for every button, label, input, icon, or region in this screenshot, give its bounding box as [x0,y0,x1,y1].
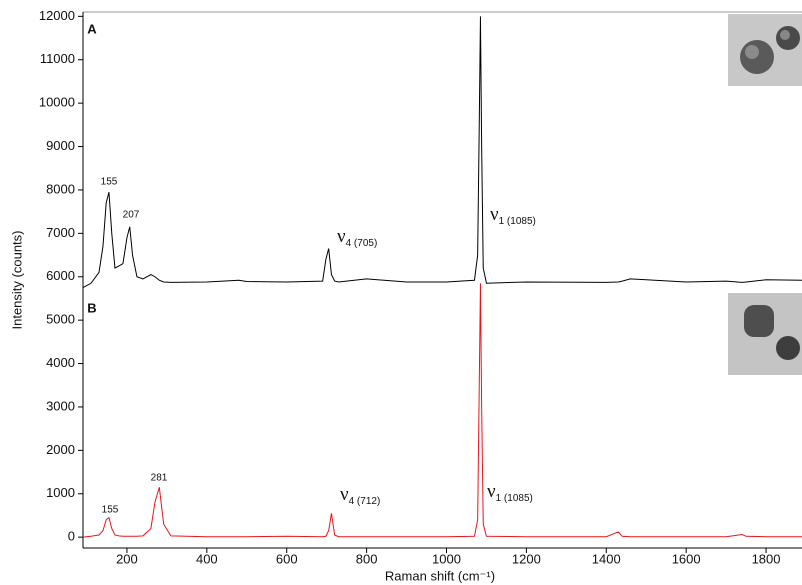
mode-label: ν4 (705) [337,226,377,248]
mode-label: ν1 (1085) [487,481,533,503]
mode-subscript: 1 (1085) [499,216,536,227]
mode-symbol: ν [340,484,349,505]
x-tick-label: 600 [276,551,298,566]
y-tick-label: 12000 [39,8,75,23]
y-tick-label: 3000 [46,398,75,413]
y-tick-label: 5000 [46,312,75,327]
x-tick-label: 1400 [592,551,621,566]
mode-symbol: ν [337,226,346,247]
y-tick-label: 9000 [46,138,75,153]
x-tick-label: 200 [116,551,138,566]
x-tick-label: 400 [196,551,218,566]
y-tick-label: 6000 [46,268,75,283]
peak-label: 281 [151,473,168,484]
mode-symbol: ν [487,481,496,502]
peak-label: 155 [101,177,118,188]
mode-subscript: 4 (705) [346,238,378,249]
x-tick-label: 1600 [672,551,701,566]
mode-label: ν1 (1085) [490,204,536,226]
y-tick-label: 8000 [46,181,75,196]
mode-subscript: 1 (1085) [496,493,533,504]
x-tick-label: 800 [356,551,378,566]
panel-label: A [87,21,97,36]
y-tick-label: 11000 [40,51,75,66]
y-tick-label: 1000 [46,485,75,500]
x-tick-label: 1000 [432,551,461,566]
inset-image-a [728,14,802,86]
y-tick-label: 0 [68,529,75,544]
x-tick-label: 1200 [512,551,541,566]
y-tick-label: 2000 [46,442,75,457]
y-tick-label: 10000 [39,95,75,110]
panel-label: B [87,300,96,315]
peak-label: 207 [123,210,140,221]
inset-image-b [728,293,802,375]
spectrum-line [82,16,802,289]
y-axis-label: Intensity (counts) [9,231,24,330]
mode-label: ν4 (712) [340,484,380,506]
x-tick-label: 1800 [752,551,781,566]
y-tick-label: 4000 [46,355,75,370]
y-tick-label: 7000 [46,225,75,240]
mode-subscript: 4 (712) [349,496,381,507]
mode-symbol: ν [490,204,499,225]
peak-label: 155 [102,505,119,516]
spectrum-line [82,283,802,538]
x-axis-label: Raman shift (cm⁻¹) [385,568,495,583]
